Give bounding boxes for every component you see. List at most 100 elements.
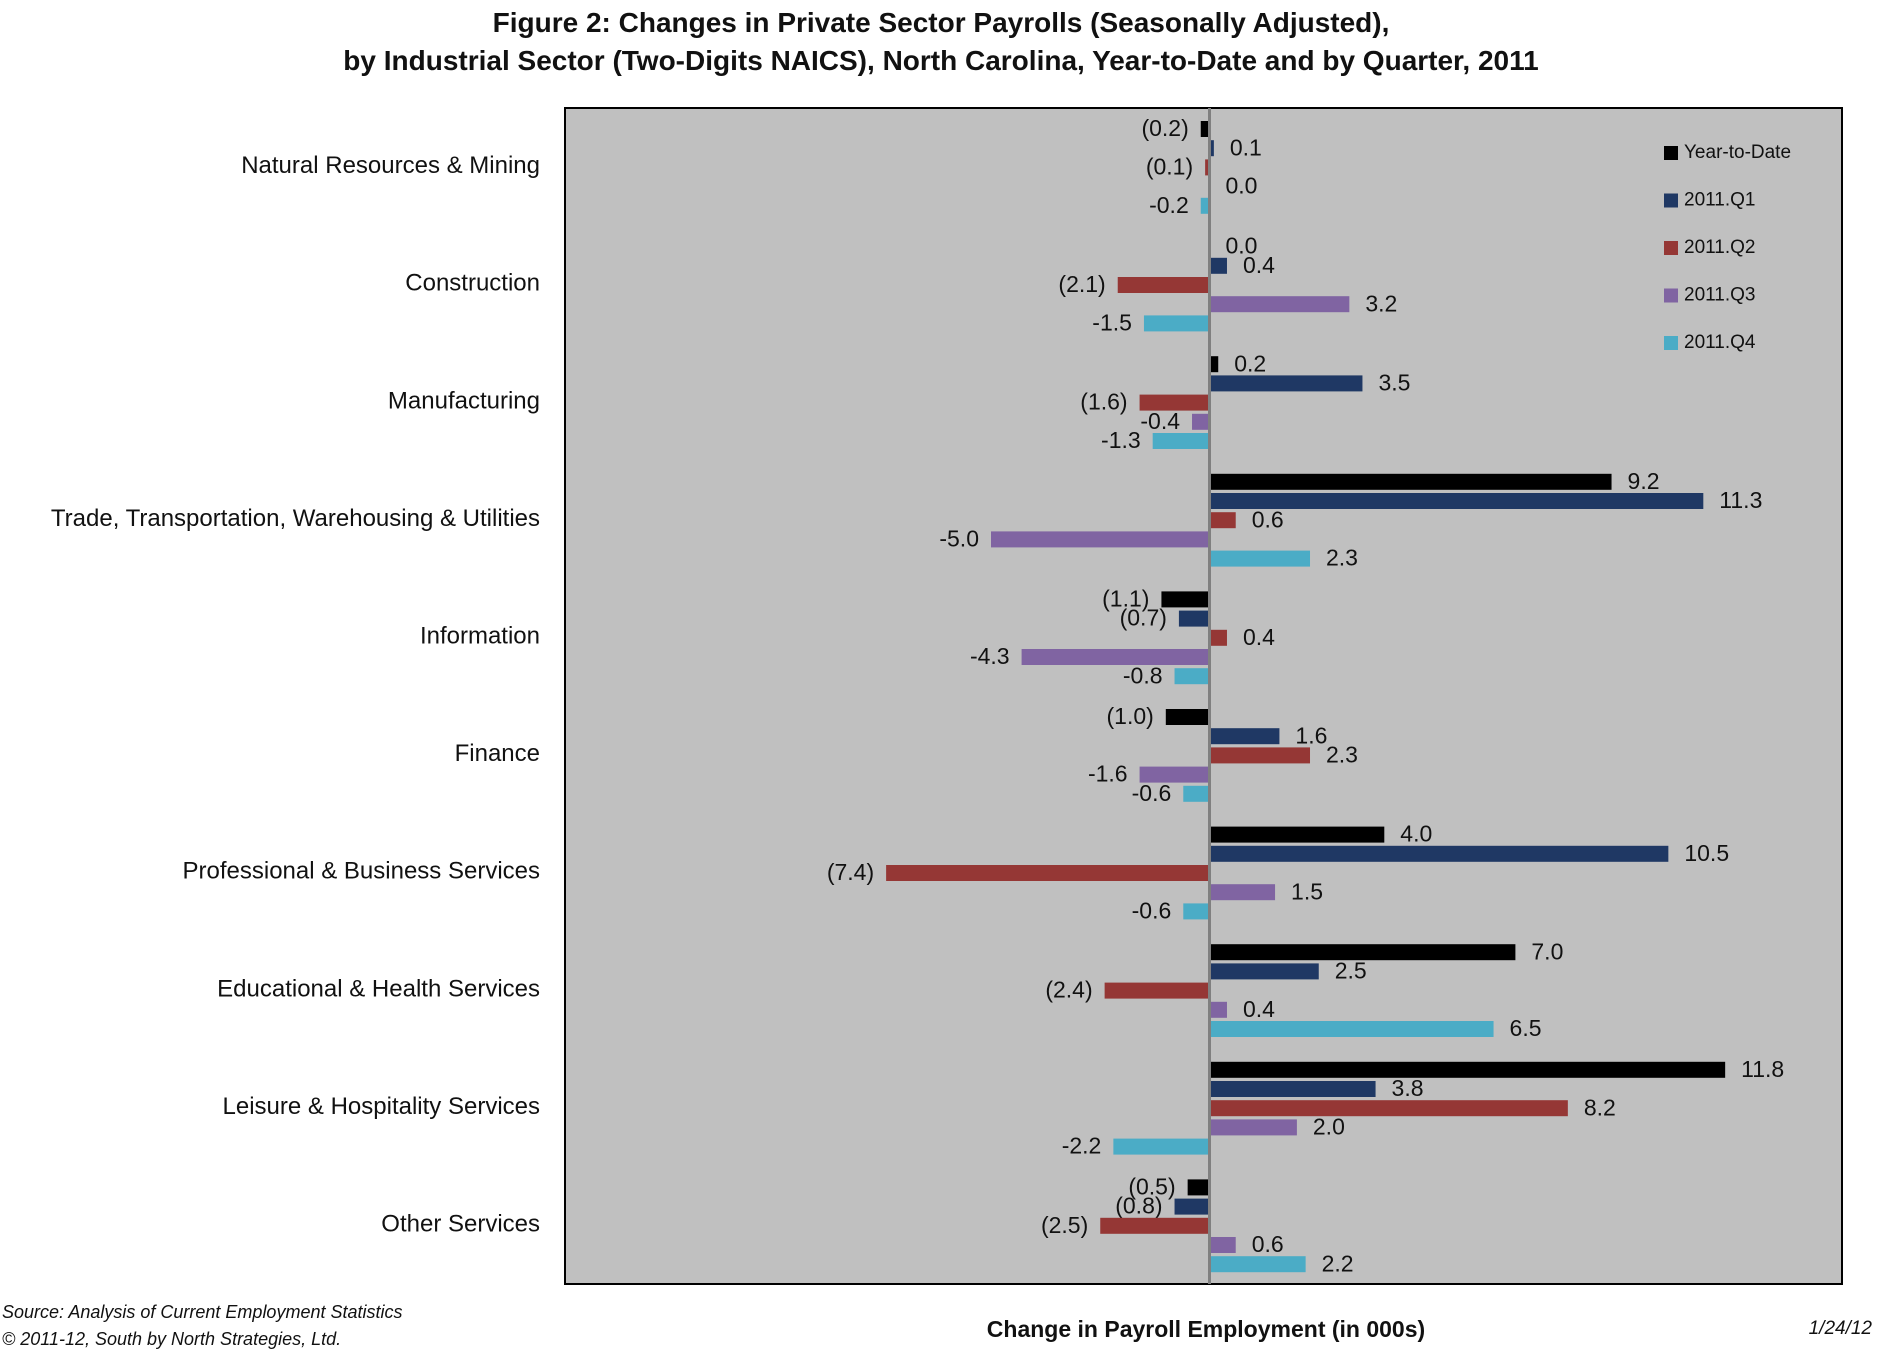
bar bbox=[1183, 903, 1210, 920]
bar bbox=[1209, 1119, 1297, 1136]
bar bbox=[1209, 1081, 1376, 1097]
bar bbox=[1183, 785, 1210, 802]
legend-swatch bbox=[1664, 336, 1678, 350]
bar bbox=[1209, 1237, 1236, 1253]
data-label: 2.3 bbox=[1326, 545, 1358, 571]
data-label: -4.3 bbox=[970, 643, 1010, 669]
legend-label: 2011.Q3 bbox=[1684, 285, 1755, 306]
legend-label: Year-to-Date bbox=[1684, 142, 1791, 163]
x-axis-label: Change in Payroll Employment (in 000s) bbox=[986, 1316, 1426, 1342]
category-label: Professional & Business Services bbox=[183, 858, 541, 885]
data-label: 0.6 bbox=[1252, 506, 1284, 532]
data-label: (2.1) bbox=[1058, 271, 1105, 297]
data-label: 0.1 bbox=[1230, 134, 1262, 160]
data-label: 0.6 bbox=[1252, 1231, 1284, 1257]
bar bbox=[1100, 1217, 1210, 1234]
data-label: 9.2 bbox=[1628, 468, 1660, 494]
data-label: -0.4 bbox=[1140, 408, 1180, 434]
data-label: -5.0 bbox=[939, 525, 979, 551]
data-label: 11.3 bbox=[1719, 487, 1762, 513]
data-label: 11.8 bbox=[1741, 1056, 1784, 1082]
bar bbox=[886, 865, 1210, 881]
bar bbox=[1209, 550, 1311, 567]
bar bbox=[1200, 197, 1210, 214]
data-label: -0.2 bbox=[1149, 192, 1189, 218]
data-label: 0.4 bbox=[1243, 996, 1275, 1022]
bar bbox=[1209, 493, 1704, 509]
data-label: 0.2 bbox=[1234, 350, 1266, 376]
category-label: Manufacturing bbox=[388, 387, 540, 414]
copyright-note: © 2011-12, South by North Strategies, Lt… bbox=[2, 1329, 342, 1349]
bar bbox=[1139, 766, 1210, 783]
bar bbox=[991, 531, 1210, 548]
category-label: Finance bbox=[455, 740, 540, 767]
data-label: 0.0 bbox=[1226, 233, 1258, 259]
category-label: Trade, Transportation, Warehousing & Uti… bbox=[51, 505, 540, 532]
data-label: -1.5 bbox=[1092, 309, 1132, 335]
data-label: (1.6) bbox=[1080, 389, 1127, 415]
data-label: (0.8) bbox=[1115, 1193, 1162, 1219]
bar bbox=[1152, 433, 1210, 449]
data-label: (0.1) bbox=[1146, 153, 1193, 179]
bar bbox=[1209, 257, 1227, 274]
bar bbox=[1117, 277, 1210, 293]
legend-label: 2011.Q4 bbox=[1684, 332, 1756, 353]
bar bbox=[1174, 668, 1210, 685]
legend-swatch bbox=[1664, 288, 1678, 303]
data-label: (7.4) bbox=[827, 859, 874, 885]
chart-title-line-1: Figure 2: Changes in Private Sector Payr… bbox=[492, 7, 1390, 38]
bar bbox=[1205, 159, 1210, 176]
chart-title-line-2: by Industrial Sector (Two-Digits NAICS),… bbox=[343, 45, 1539, 76]
bar bbox=[1209, 375, 1363, 392]
data-label: (0.7) bbox=[1120, 605, 1167, 631]
data-label: (1.1) bbox=[1102, 585, 1149, 611]
category-label: Construction bbox=[405, 270, 540, 297]
bar bbox=[1209, 1061, 1726, 1078]
data-label: 0.4 bbox=[1243, 252, 1275, 278]
bar bbox=[1209, 963, 1319, 980]
data-label: 6.5 bbox=[1510, 1015, 1542, 1041]
data-label: -1.6 bbox=[1088, 761, 1128, 787]
data-label: (0.2) bbox=[1141, 115, 1188, 141]
data-label: -0.6 bbox=[1132, 780, 1172, 806]
category-label: Leisure & Hospitality Services bbox=[223, 1093, 540, 1120]
data-label: -1.3 bbox=[1101, 427, 1141, 453]
bar bbox=[1209, 629, 1227, 646]
bar bbox=[1209, 140, 1214, 157]
bar bbox=[1192, 413, 1210, 430]
data-label: 3.2 bbox=[1365, 290, 1397, 316]
data-label: -0.8 bbox=[1123, 662, 1163, 688]
data-label: 3.5 bbox=[1378, 369, 1410, 395]
category-label: Educational & Health Services bbox=[217, 975, 540, 1002]
data-label: 1.6 bbox=[1295, 722, 1327, 748]
bar bbox=[1139, 394, 1210, 411]
bar bbox=[1165, 709, 1210, 725]
bar bbox=[1209, 845, 1669, 862]
data-label: 7.0 bbox=[1531, 938, 1563, 964]
data-label: 0.0 bbox=[1226, 173, 1258, 199]
chart-date: 1/24/12 bbox=[1808, 1318, 1872, 1339]
bar bbox=[1021, 649, 1210, 665]
legend-label: 2011.Q1 bbox=[1684, 190, 1755, 211]
legend-label: 2011.Q2 bbox=[1684, 237, 1755, 258]
bar bbox=[1209, 1001, 1227, 1018]
data-label: 2.5 bbox=[1335, 957, 1367, 983]
data-label: (1.0) bbox=[1107, 703, 1154, 729]
data-label: 2.3 bbox=[1326, 741, 1358, 767]
bar bbox=[1209, 944, 1516, 961]
bar bbox=[1209, 1021, 1494, 1037]
data-label: 4.0 bbox=[1400, 821, 1432, 847]
bar bbox=[1209, 747, 1311, 764]
bar bbox=[1209, 728, 1280, 745]
data-label: -2.2 bbox=[1062, 1133, 1102, 1159]
bar bbox=[1178, 610, 1210, 627]
category-label: Natural Resources & Mining bbox=[241, 152, 540, 179]
bar bbox=[1209, 473, 1612, 490]
data-label: (2.4) bbox=[1045, 977, 1092, 1003]
bar bbox=[1113, 1138, 1210, 1155]
bar bbox=[1209, 1100, 1568, 1117]
data-label: -0.6 bbox=[1132, 897, 1172, 923]
legend-swatch bbox=[1664, 146, 1678, 160]
legend-swatch bbox=[1664, 193, 1678, 208]
